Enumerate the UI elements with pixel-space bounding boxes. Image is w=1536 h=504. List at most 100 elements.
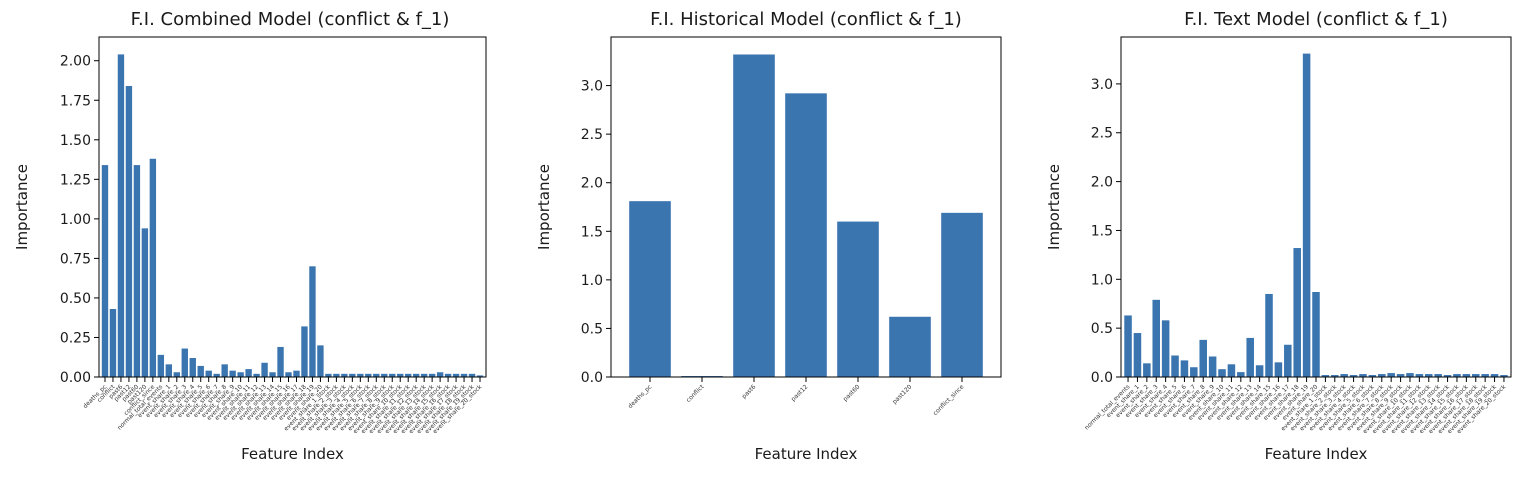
bar (357, 373, 364, 377)
bar (785, 93, 827, 377)
bar (237, 372, 244, 377)
bar (1124, 315, 1132, 377)
bar (941, 212, 983, 377)
chart-title: F.I. Text Model (conflict & f_1) (1184, 9, 1448, 30)
x-tick-label: past60 (842, 383, 862, 403)
x-tick-label: deaths_pc (627, 383, 654, 410)
bar (460, 373, 468, 377)
bar (1481, 374, 1489, 377)
bar (173, 372, 180, 377)
bar (436, 372, 444, 377)
bar (309, 266, 316, 377)
x-axis-label: Feature Index (241, 445, 344, 463)
chart-title: F.I. Historical Model (conflict & f_1) (650, 9, 962, 30)
bar (117, 54, 125, 377)
bar (141, 228, 149, 377)
y-tick-label: 0.50 (60, 291, 91, 307)
y-tick-label: 3.0 (1091, 77, 1113, 93)
x-tick-label: conflict_since (932, 383, 966, 417)
bar (1453, 374, 1461, 377)
bar (428, 373, 436, 377)
bar (1434, 374, 1442, 377)
bar (405, 373, 412, 377)
bar (101, 165, 109, 377)
y-tick-label: 1.75 (60, 93, 91, 109)
y-tick-label: 0.00 (60, 370, 91, 386)
y-axis-label: Importance (1045, 164, 1063, 250)
y-tick-label: 0.5 (1091, 321, 1113, 337)
x-axis-label: Feature Index (755, 445, 858, 463)
bar (1349, 375, 1358, 377)
bar (1218, 369, 1226, 377)
bar (165, 364, 173, 377)
bar (733, 54, 775, 377)
bar (293, 370, 300, 377)
bar (1368, 375, 1377, 377)
y-axis-label: Importance (535, 164, 553, 250)
y-tick-label: 2.00 (60, 54, 91, 70)
bar (889, 316, 931, 377)
bar (245, 369, 252, 377)
y-tick-label: 0.5 (581, 321, 603, 337)
y-tick-label: 2.5 (581, 127, 603, 143)
bar (1406, 373, 1414, 377)
bar (420, 373, 428, 377)
plot-frame (98, 36, 487, 378)
bar (1171, 355, 1179, 377)
bar (269, 372, 276, 377)
y-tick-label: 1.00 (60, 212, 91, 228)
bar (1133, 333, 1142, 377)
bar (373, 373, 380, 377)
bar (125, 86, 133, 377)
bar (1415, 374, 1424, 377)
bar (397, 373, 404, 377)
bar (341, 373, 348, 377)
bar (333, 373, 340, 377)
bar (1293, 248, 1301, 377)
bar (1265, 293, 1273, 377)
bar (476, 375, 484, 377)
bar (1396, 374, 1405, 377)
chart-panel-1: F.I. Combined Model (conflict & f_1) 0.00… (13, 9, 487, 463)
bar (1359, 374, 1367, 377)
bar (1472, 374, 1480, 377)
bar (1180, 360, 1189, 377)
bar (444, 373, 452, 377)
bar (1302, 53, 1311, 378)
x-axis-label: Feature Index (1265, 445, 1368, 463)
y-tick-label: 0.25 (60, 330, 91, 346)
bar (1152, 299, 1160, 377)
bar (317, 345, 324, 377)
y-tick-label: 1.5 (581, 224, 603, 240)
bar (205, 370, 212, 377)
bar (285, 372, 292, 377)
bar (381, 373, 388, 377)
bar (837, 221, 879, 377)
bar (1378, 374, 1386, 377)
bar (157, 354, 165, 377)
y-tick-label: 1.5 (1091, 223, 1113, 239)
bar (1312, 292, 1320, 377)
bar (301, 326, 308, 377)
bar (197, 365, 204, 377)
y-tick-label: 2.5 (1091, 126, 1113, 142)
y-tick-label: 0.75 (60, 251, 91, 267)
y-tick-label: 0.0 (1091, 370, 1113, 386)
bar (1161, 320, 1170, 377)
bar (412, 373, 420, 377)
bar (1331, 375, 1339, 377)
bar (365, 373, 372, 377)
bar (1462, 374, 1471, 377)
bar (452, 373, 460, 377)
bar (1443, 375, 1452, 377)
bar (213, 373, 220, 377)
bar (229, 370, 236, 377)
x-tick-label: conflict (685, 383, 706, 404)
bar (133, 165, 141, 377)
bar (1387, 373, 1395, 377)
bar (189, 358, 196, 377)
bar (1500, 375, 1508, 377)
y-tick-label: 1.50 (60, 133, 91, 149)
bar (109, 309, 117, 377)
